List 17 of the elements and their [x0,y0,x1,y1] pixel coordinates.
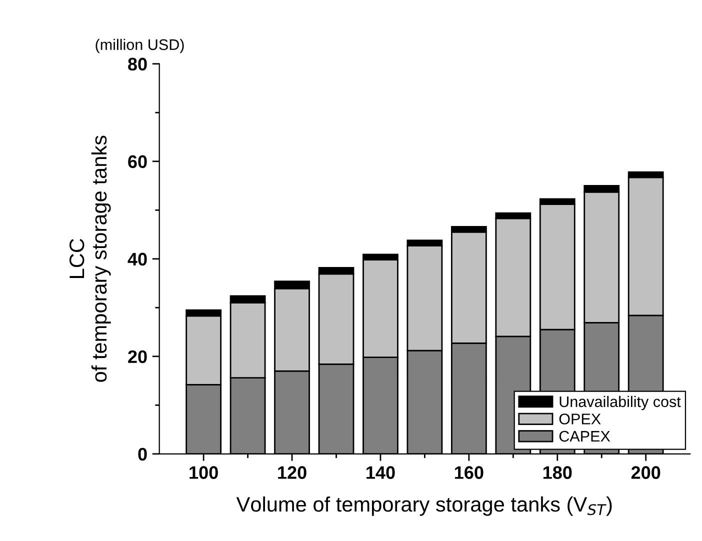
y-tick-label: 20 [128,350,147,364]
legend-label: OPEX [559,414,601,424]
y-axis-title: LCC of temporary storage tanks [69,136,111,382]
x-tick-label: 160 [455,466,484,479]
y-tick-label: 40 [128,252,147,266]
y-tick-label: 60 [128,155,147,168]
legend-label: CAPEX [559,430,610,442]
x-tick-label: 140 [366,466,395,479]
x-tick-label: 200 [631,466,660,479]
x-tick-label: 180 [543,466,572,479]
text: (million USD) [96,38,184,54]
x-axis-title: Volume of temporary storage tanks (V$_{ST}$) [236,496,612,516]
y-tick-label: 0 [138,448,147,461]
x-tick-label: 120 [278,466,306,479]
x-tick-label: 100 [190,466,218,479]
y-tick-label: 80 [128,58,147,71]
legend-label: Unavailability cost [560,396,681,410]
